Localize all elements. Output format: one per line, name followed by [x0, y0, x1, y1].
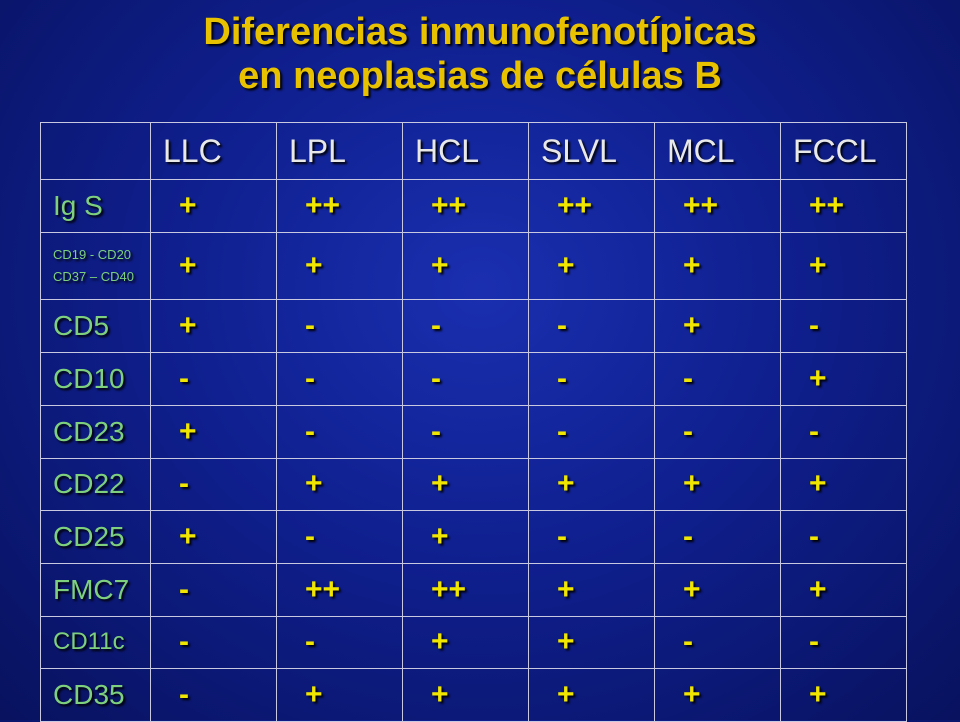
- table-cell: +: [654, 668, 781, 722]
- table-row: CD19 - CD20 CD37 – CD40 + + + + + +: [40, 231, 907, 301]
- table-cell: -: [780, 510, 907, 564]
- row-label: CD11c: [40, 615, 151, 670]
- row-label: CD5: [40, 299, 151, 354]
- table-cell: -: [654, 404, 781, 459]
- table-cell: -: [780, 615, 907, 670]
- table-cell: -: [150, 668, 277, 722]
- table-cell: +: [150, 179, 277, 233]
- table-cell: +: [150, 404, 277, 459]
- table-cell: +: [276, 231, 403, 301]
- corner-cell: [40, 122, 151, 180]
- table-cell: -: [276, 352, 403, 406]
- table-cell: +: [654, 562, 781, 617]
- table-cell: +: [528, 231, 655, 301]
- table-cell: ++: [654, 179, 781, 233]
- table-cell: +: [654, 299, 781, 354]
- table-cell: +: [780, 352, 907, 406]
- table-cell: +: [780, 231, 907, 301]
- row-label: Ig S: [40, 179, 151, 233]
- slide-title: Diferencias inmunofenotípicas en neoplas…: [0, 10, 960, 98]
- table-cell: +: [654, 231, 781, 301]
- title-line-2: en neoplasias de células B: [238, 55, 722, 97]
- row-label: CD23: [40, 404, 151, 459]
- table-cell: ++: [402, 562, 529, 617]
- table-cell: ++: [402, 179, 529, 233]
- table-cell: +: [276, 668, 403, 722]
- column-header: HCL: [402, 122, 529, 180]
- table-cell: -: [654, 510, 781, 564]
- table-cell: -: [150, 352, 277, 406]
- column-header: FCCL: [780, 122, 907, 180]
- table-cell: +: [402, 457, 529, 512]
- table-cell: +: [528, 562, 655, 617]
- table-cell: ++: [528, 179, 655, 233]
- table-cell: -: [780, 404, 907, 459]
- row-label: FMC7: [40, 562, 151, 617]
- column-header: SLVL: [528, 122, 655, 180]
- table-row: CD35 - + + + + +: [40, 668, 907, 722]
- table-cell: -: [654, 352, 781, 406]
- header-row: LLC LPL HCL SLVL MCL FCCL: [40, 122, 907, 180]
- row-label: CD19 - CD20 CD37 – CD40: [40, 231, 151, 301]
- table-cell: +: [780, 562, 907, 617]
- table-cell: -: [528, 352, 655, 406]
- table-cell: +: [402, 510, 529, 564]
- row-label: CD25: [40, 510, 151, 564]
- table-cell: -: [150, 457, 277, 512]
- table-cell: +: [402, 615, 529, 670]
- table-cell: -: [276, 510, 403, 564]
- table-cell: -: [402, 404, 529, 459]
- table-cell: -: [528, 299, 655, 354]
- table-cell: +: [528, 668, 655, 722]
- row-label: CD35: [40, 668, 151, 722]
- table-cell: ++: [780, 179, 907, 233]
- row-label-line-2: CD37 – CD40: [53, 269, 134, 285]
- table-cell: +: [780, 668, 907, 722]
- table-cell: +: [150, 510, 277, 564]
- table-cell: -: [528, 510, 655, 564]
- table-cell: +: [528, 615, 655, 670]
- table-cell: +: [528, 457, 655, 512]
- row-label-line-1: CD19 - CD20: [53, 247, 132, 263]
- table-cell: +: [654, 457, 781, 512]
- column-header: LPL: [276, 122, 403, 180]
- table-cell: -: [654, 615, 781, 670]
- table-cell: +: [276, 457, 403, 512]
- table-cell: -: [402, 352, 529, 406]
- column-header: MCL: [654, 122, 781, 180]
- table-cell: ++: [276, 562, 403, 617]
- table-row: CD22 - + + + + +: [40, 457, 907, 512]
- table-cell: -: [276, 404, 403, 459]
- table-row: CD25 + - + - - -: [40, 510, 907, 564]
- table-row: FMC7 - ++ ++ + + +: [40, 562, 907, 617]
- title-line-1: Diferencias inmunofenotípicas: [203, 11, 757, 53]
- table-cell: -: [780, 299, 907, 354]
- table-row: Ig S + ++ ++ ++ ++ ++: [40, 179, 907, 233]
- row-label: CD10: [40, 352, 151, 406]
- table-row: CD5 + - - - + -: [40, 299, 907, 354]
- table-cell: -: [528, 404, 655, 459]
- immunophenotype-table: LLC LPL HCL SLVL MCL FCCL Ig S + ++ ++ +…: [40, 122, 907, 722]
- table-cell: +: [150, 299, 277, 354]
- table-row: CD10 - - - - - +: [40, 352, 907, 406]
- table-cell: ++: [276, 179, 403, 233]
- table-cell: +: [402, 231, 529, 301]
- table-cell: +: [402, 668, 529, 722]
- table-cell: -: [402, 299, 529, 354]
- row-label: CD22: [40, 457, 151, 512]
- table-row: CD23 + - - - - -: [40, 404, 907, 459]
- table-cell: -: [276, 299, 403, 354]
- table-cell: -: [150, 562, 277, 617]
- column-header: LLC: [150, 122, 277, 180]
- table-row: CD11c - - + + - -: [40, 615, 907, 670]
- table-cell: +: [150, 231, 277, 301]
- table-cell: -: [150, 615, 277, 670]
- table-cell: +: [780, 457, 907, 512]
- table-cell: -: [276, 615, 403, 670]
